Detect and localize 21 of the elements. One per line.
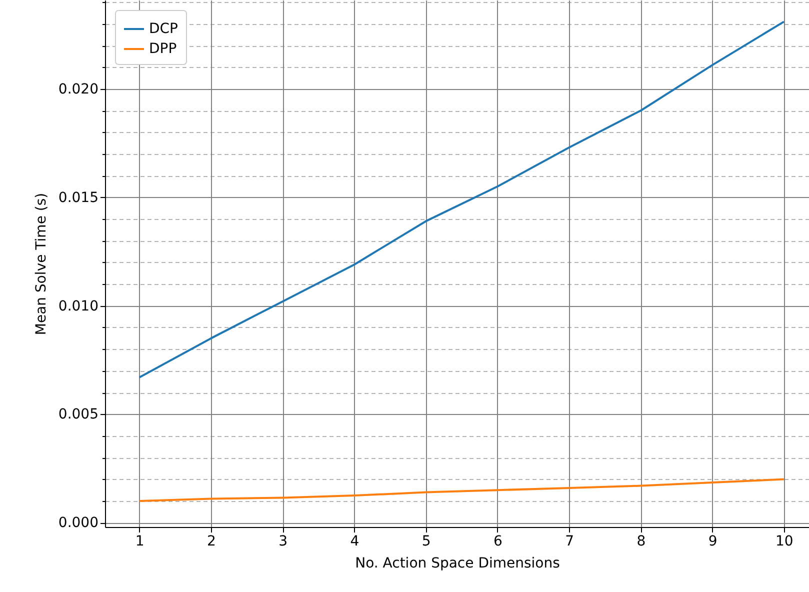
x-axis-title: No. Action Space Dimensions: [355, 556, 560, 572]
y-tick-label: 0.005: [58, 406, 98, 423]
y-tick-label: 0.020: [58, 81, 98, 98]
legend-label: DCP: [149, 21, 178, 37]
y-tick-label: 0.000: [58, 515, 98, 532]
y-tick-label: 0.010: [58, 298, 98, 314]
x-tick-label: 7: [565, 534, 574, 550]
y-axis-title: Mean Solve Time (s): [33, 192, 50, 336]
line-series: [138, 478, 785, 502]
x-tick-label: 6: [494, 534, 503, 550]
x-tick-label: 4: [350, 534, 360, 550]
x-tick-label: 2: [207, 534, 216, 550]
legend-label: DPP: [149, 41, 177, 57]
x-tick-label: 1: [135, 534, 144, 550]
x-tick-label: 10: [776, 534, 794, 550]
x-tick-label: 9: [708, 534, 718, 550]
line-series: [138, 20, 785, 378]
x-tick-label: 3: [278, 534, 288, 550]
x-tick-label: 8: [636, 534, 646, 550]
y-tick-label: 0.015: [58, 190, 98, 206]
x-tick-label: 5: [422, 534, 431, 550]
